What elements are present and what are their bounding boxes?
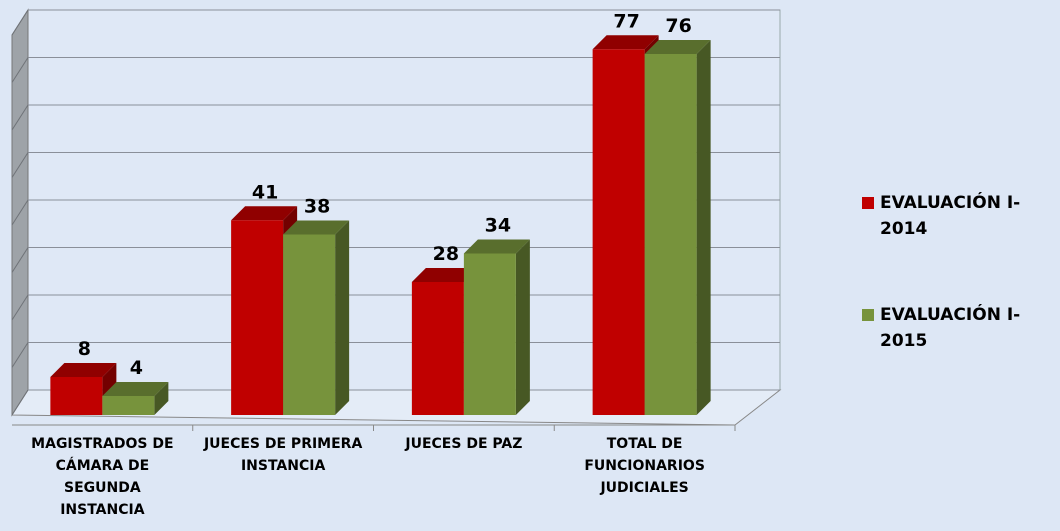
legend-item: EVALUACIÓN I-2015: [862, 302, 1050, 354]
bar: [411, 282, 464, 415]
data-label: 38: [304, 196, 330, 218]
bar: [50, 377, 103, 415]
grid-line: [11, 9, 29, 36]
data-label: 28: [433, 243, 459, 265]
bar-top: [102, 382, 169, 396]
grid-line: [11, 152, 29, 178]
grid-line: [11, 247, 29, 273]
bar-side: [154, 382, 169, 415]
bar-top: [463, 239, 530, 254]
data-label: 41: [252, 181, 278, 203]
bar: [463, 253, 516, 415]
grid-line: [11, 389, 29, 416]
grid-line: [11, 342, 29, 368]
grid-line: [11, 104, 29, 131]
x-tick-label: JUECES DE PRIMERA INSTANCIA: [203, 436, 363, 474]
bar: [231, 220, 284, 415]
grid-line: [11, 294, 29, 321]
data-label: 8: [78, 338, 91, 360]
grid-line: [11, 57, 29, 83]
x-tick-label: JUECES DE PAZ: [405, 436, 523, 452]
data-label: 4: [130, 357, 143, 379]
legend-swatch: [862, 197, 874, 209]
bar: [592, 49, 645, 415]
x-tick-label: TOTAL DE FUNCIONARIOS JUDICIALES: [584, 436, 705, 496]
data-label: 76: [665, 15, 691, 37]
x-tick-label: MAGISTRADOS DE CÁMARA DE SEGUNDA INSTANC…: [31, 436, 174, 518]
bar-top: [283, 220, 350, 235]
bar-top: [231, 206, 298, 221]
bar: [283, 234, 336, 415]
legend-item: EVALUACIÓN I-2014: [862, 190, 1050, 242]
data-label: 34: [485, 215, 511, 237]
bar: [644, 54, 697, 415]
bar-top: [644, 40, 711, 54]
bar-side: [515, 239, 530, 415]
data-label: 77: [613, 10, 639, 32]
grid-line: [11, 199, 29, 226]
legend-swatch: [862, 309, 874, 321]
bar-side: [696, 40, 711, 415]
bar: [102, 396, 155, 415]
bar-top: [50, 363, 117, 377]
bar-top: [592, 35, 659, 50]
bar-top: [411, 268, 478, 282]
bar-side: [335, 220, 350, 415]
